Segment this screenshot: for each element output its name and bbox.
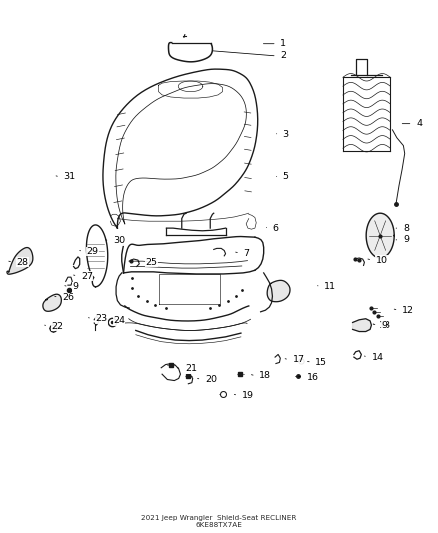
Text: 29: 29 [87, 247, 99, 256]
Text: 1: 1 [280, 39, 286, 48]
Text: 12: 12 [402, 306, 414, 314]
Text: 10: 10 [376, 256, 388, 264]
Polygon shape [43, 294, 61, 311]
Text: 30: 30 [113, 237, 125, 245]
Polygon shape [267, 280, 290, 302]
Text: 5: 5 [283, 173, 289, 181]
Text: 9: 9 [381, 321, 387, 329]
Text: 2: 2 [280, 52, 286, 60]
Text: 26: 26 [62, 293, 74, 302]
Text: 28: 28 [17, 258, 28, 266]
Text: 17: 17 [293, 356, 304, 364]
Text: 18: 18 [259, 372, 271, 380]
Text: 3: 3 [283, 130, 289, 139]
Text: 19: 19 [242, 391, 254, 400]
Text: 14: 14 [371, 353, 383, 361]
Polygon shape [366, 213, 394, 258]
Text: 23: 23 [95, 314, 108, 323]
Text: 4: 4 [416, 119, 422, 128]
Text: 6: 6 [272, 224, 279, 232]
Text: 13: 13 [379, 321, 391, 329]
Text: 15: 15 [315, 358, 327, 367]
Polygon shape [353, 319, 371, 332]
Text: 25: 25 [145, 258, 157, 266]
Text: 21: 21 [185, 365, 197, 373]
Text: 22: 22 [52, 322, 64, 330]
Text: 27: 27 [81, 272, 93, 280]
Text: 8: 8 [403, 224, 409, 232]
Text: 11: 11 [324, 282, 336, 291]
Text: 7: 7 [243, 249, 249, 257]
Text: 16: 16 [307, 373, 318, 382]
Text: 31: 31 [64, 173, 76, 181]
Text: 9: 9 [72, 282, 78, 291]
Polygon shape [7, 247, 33, 274]
Text: 9: 9 [403, 236, 409, 244]
Text: 2021 Jeep Wrangler  Shield-Seat RECLINER
6KE88TX7AE: 2021 Jeep Wrangler Shield-Seat RECLINER … [141, 515, 297, 528]
Text: 20: 20 [205, 375, 217, 384]
Text: 24: 24 [113, 317, 125, 325]
